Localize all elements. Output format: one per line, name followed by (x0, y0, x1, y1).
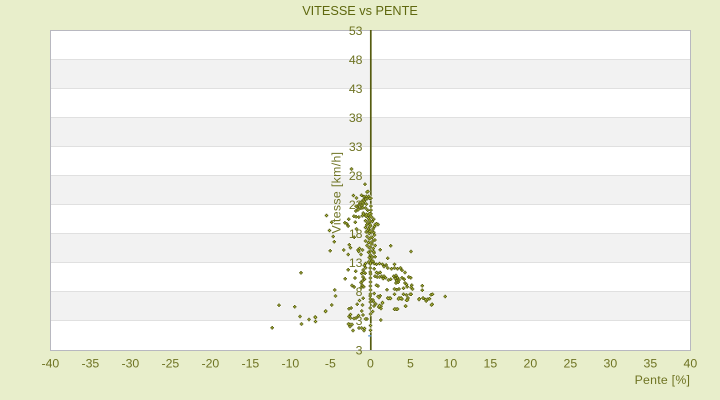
svg-text:0: 0 (367, 357, 374, 371)
svg-text:48: 48 (349, 53, 363, 67)
svg-text:3: 3 (356, 314, 363, 328)
svg-text:33: 33 (349, 140, 363, 154)
svg-text:18: 18 (349, 227, 363, 241)
svg-text:13: 13 (349, 256, 363, 270)
svg-text:-10: -10 (282, 357, 300, 371)
svg-text:-20: -20 (202, 357, 220, 371)
svg-text:-25: -25 (162, 357, 180, 371)
svg-text:10: 10 (444, 357, 458, 371)
svg-text:-5: -5 (325, 357, 336, 371)
svg-text:-15: -15 (242, 357, 260, 371)
svg-text:43: 43 (349, 82, 363, 96)
svg-text:25: 25 (564, 357, 578, 371)
svg-text:40: 40 (684, 357, 698, 371)
svg-text:23: 23 (349, 198, 363, 212)
svg-text:30: 30 (604, 357, 618, 371)
svg-text:Pente [%]: Pente [%] (635, 373, 691, 387)
svg-text:35: 35 (644, 357, 658, 371)
svg-text:53: 53 (349, 24, 363, 38)
svg-text:15: 15 (484, 357, 498, 371)
svg-text:38: 38 (349, 111, 363, 125)
svg-text:5: 5 (407, 357, 414, 371)
svg-text:-40: -40 (42, 357, 60, 371)
svg-text:8: 8 (356, 285, 363, 299)
svg-text:Vitesse [km/h]: Vitesse [km/h] (330, 152, 344, 234)
svg-text:28: 28 (349, 169, 363, 183)
svg-text:-30: -30 (122, 357, 140, 371)
svg-text:3: 3 (356, 343, 363, 357)
svg-text:20: 20 (524, 357, 538, 371)
svg-text:-35: -35 (82, 357, 100, 371)
svg-text:VITESSE vs PENTE: VITESSE vs PENTE (302, 4, 418, 18)
